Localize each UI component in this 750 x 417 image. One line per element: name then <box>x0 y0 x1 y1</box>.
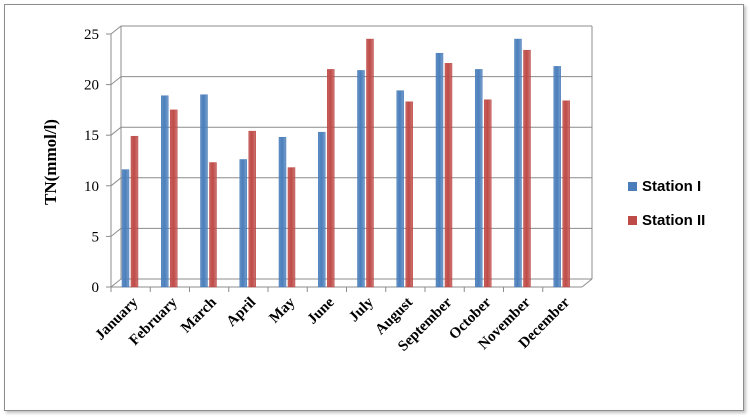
bar-station-i-march <box>200 94 208 288</box>
axes <box>106 33 593 292</box>
grid-diagonal-3 <box>110 126 122 136</box>
bar-station-ii-june <box>326 69 335 288</box>
y-tick-label-3: 15 <box>84 128 99 144</box>
grid-diagonal-1 <box>110 228 122 237</box>
y-tick-label-4: 20 <box>84 78 99 94</box>
grid-diagonal-4 <box>110 76 122 85</box>
legend-swatch-1 <box>628 216 637 225</box>
grid-diagonal-0 <box>110 278 122 288</box>
floor-edge <box>581 278 593 288</box>
bar-station-ii-december <box>562 100 570 288</box>
grid-lines <box>110 25 593 288</box>
bar-station-ii-january <box>130 135 139 288</box>
bar-station-i-december <box>553 66 561 288</box>
y-tick-labels: 0 5 10 15 20 25 <box>84 27 99 296</box>
bar-station-i-january <box>121 169 130 288</box>
bar-station-i-may <box>278 136 287 288</box>
legend-swatch-0 <box>628 182 637 191</box>
bar-station-ii-november <box>523 49 531 288</box>
bar-station-i-july <box>357 70 365 288</box>
bar-station-i-february <box>160 95 169 288</box>
bar-station-ii-march <box>209 162 217 288</box>
bar-station-i-april <box>239 159 247 288</box>
x-tick-label-4: May <box>266 294 298 326</box>
y-tick-label-5: 25 <box>84 27 99 43</box>
bar-station-ii-july <box>366 38 374 288</box>
grid-diagonal-5 <box>110 25 122 35</box>
bar-station-i-november <box>514 38 522 288</box>
bar-station-ii-february <box>169 109 178 288</box>
x-tick-label-5: June <box>305 294 338 327</box>
bar-station-ii-october <box>483 99 492 288</box>
bar-station-i-june <box>317 131 326 288</box>
y-tick-label-2: 10 <box>84 179 99 195</box>
x-tick-label-2: March <box>178 294 220 336</box>
bar-station-i-october <box>474 69 483 288</box>
grid-diagonal-2 <box>110 177 122 187</box>
bar-station-ii-april <box>248 130 256 288</box>
x-tick-label-3: April <box>224 295 259 330</box>
bar-station-ii-september <box>444 63 453 288</box>
y-axis-label: TN(mmol/l) <box>41 119 60 205</box>
bar-station-ii-may <box>287 167 296 288</box>
bar-station-ii-august <box>405 101 413 288</box>
legend-label-0: Station I <box>642 178 701 195</box>
legend: Station I Station II <box>628 178 705 229</box>
bar-station-i-august <box>396 90 404 288</box>
legend-label-1: Station II <box>642 212 705 229</box>
y-tick-label-0: 0 <box>92 280 100 296</box>
y-tick-label-1: 5 <box>92 229 100 245</box>
bars <box>121 38 570 288</box>
bar-station-i-september <box>435 52 444 288</box>
x-tick-label-6: July <box>346 294 377 325</box>
